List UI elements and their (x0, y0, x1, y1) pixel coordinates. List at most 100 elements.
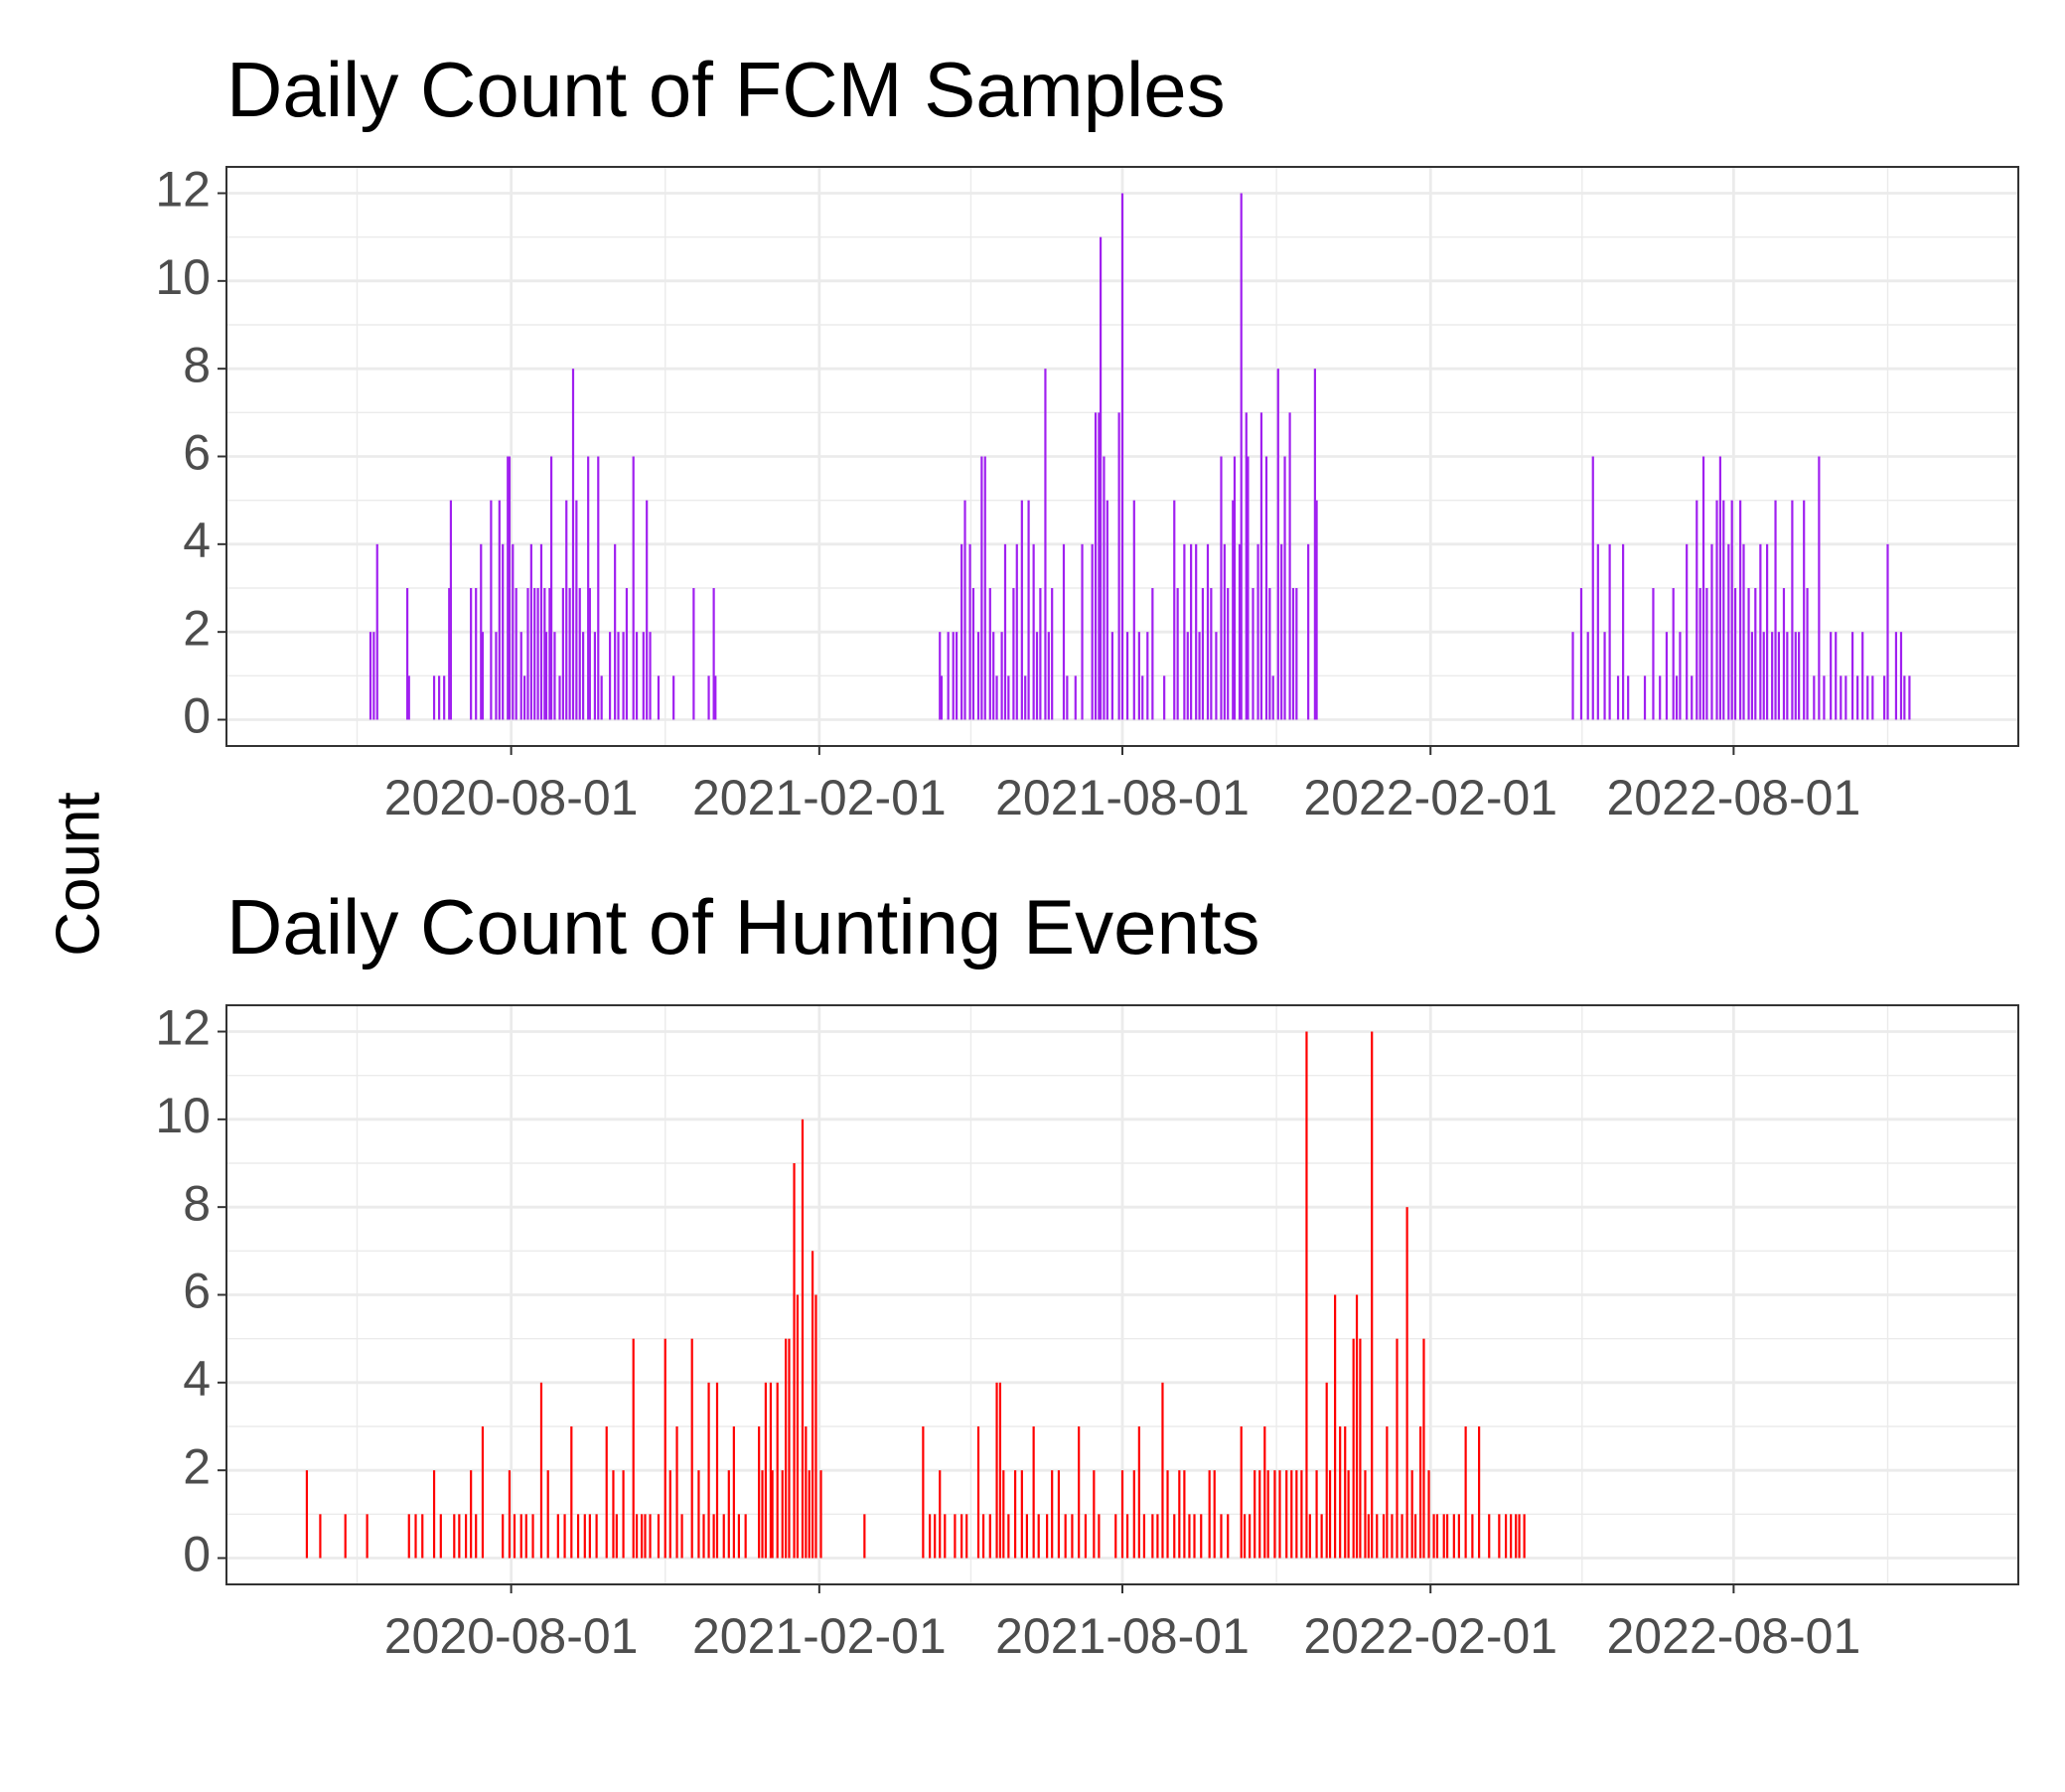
bar (1125, 632, 1129, 720)
bar (1012, 588, 1015, 720)
bar (1288, 412, 1291, 720)
bar (1044, 369, 1047, 720)
bar (657, 675, 661, 720)
bar (668, 1470, 671, 1559)
bar (1591, 456, 1594, 720)
bar (649, 632, 652, 720)
bar (1339, 1426, 1342, 1559)
bar (1903, 675, 1906, 720)
bar (801, 1119, 805, 1559)
bar (519, 1514, 522, 1559)
bar (1452, 1514, 1455, 1559)
bar (980, 456, 983, 720)
bar (536, 588, 539, 720)
bar (1091, 543, 1094, 720)
bar (1871, 675, 1874, 720)
bar (1064, 1514, 1067, 1559)
bar (1705, 588, 1708, 720)
y-tick-label: 0 (183, 1527, 211, 1582)
bar (805, 1426, 808, 1559)
bar (939, 632, 942, 720)
bar (508, 456, 512, 720)
bar (1659, 675, 1662, 720)
bar (407, 675, 410, 720)
bar (1232, 500, 1235, 720)
bar (1698, 588, 1701, 720)
bar (1240, 1426, 1243, 1559)
bar (319, 1514, 322, 1559)
bar (657, 1514, 661, 1559)
bar (558, 675, 561, 720)
bar (1238, 543, 1242, 720)
bar (1035, 632, 1039, 720)
bar (1401, 1514, 1403, 1559)
bar (1771, 632, 1774, 720)
bar (453, 1514, 456, 1559)
bar (524, 1514, 527, 1559)
bar (565, 500, 568, 720)
bar (1106, 500, 1108, 720)
bar (1037, 1514, 1040, 1559)
bar (1308, 1514, 1311, 1559)
bar (644, 1514, 647, 1559)
bar (1280, 543, 1283, 720)
bar (1295, 588, 1298, 720)
bar (553, 632, 556, 720)
bar (808, 1470, 811, 1559)
bar (1798, 632, 1801, 720)
bar (366, 1514, 369, 1559)
bar (1290, 1470, 1293, 1559)
bar (1256, 543, 1259, 720)
bar (470, 1470, 473, 1559)
bar (1264, 456, 1268, 720)
bar (1215, 632, 1218, 720)
bar (1652, 588, 1655, 720)
bar (793, 1163, 796, 1559)
bar (939, 1470, 942, 1559)
bar (1328, 1470, 1332, 1559)
bar (1498, 1514, 1501, 1559)
bar (1803, 500, 1806, 720)
bar (1249, 1514, 1252, 1559)
bar (1201, 588, 1205, 720)
bar (571, 369, 575, 720)
bar (1120, 193, 1124, 720)
bar (1188, 1514, 1191, 1559)
bar (515, 588, 517, 720)
bar (988, 1514, 991, 1559)
bar (1510, 1514, 1513, 1559)
bar (1419, 1426, 1422, 1559)
bar (1701, 456, 1705, 720)
bar (1273, 1470, 1276, 1559)
bar (1057, 1470, 1061, 1559)
bar (1733, 588, 1737, 720)
bar (615, 1514, 618, 1559)
bar (548, 588, 551, 720)
bar (575, 500, 578, 720)
bar (1471, 1514, 1474, 1559)
bar (502, 543, 505, 720)
bar (556, 1514, 559, 1559)
bar (1094, 412, 1098, 720)
bar (1220, 456, 1223, 720)
bar (715, 1382, 719, 1559)
bar (1084, 1514, 1088, 1559)
bar (1195, 543, 1198, 720)
bar (697, 1470, 700, 1559)
bar (432, 1470, 436, 1559)
bar (508, 1470, 512, 1559)
bar (1786, 632, 1789, 720)
bar (1830, 632, 1833, 720)
bar (1110, 632, 1113, 720)
bar (929, 1514, 932, 1559)
bar (675, 1426, 678, 1559)
bar (1003, 543, 1007, 720)
bar (732, 1426, 735, 1559)
bar (1766, 543, 1769, 720)
bar (372, 632, 375, 720)
bar (1291, 588, 1295, 720)
bar (1722, 500, 1725, 720)
bar (1245, 412, 1248, 720)
bar (635, 632, 639, 720)
